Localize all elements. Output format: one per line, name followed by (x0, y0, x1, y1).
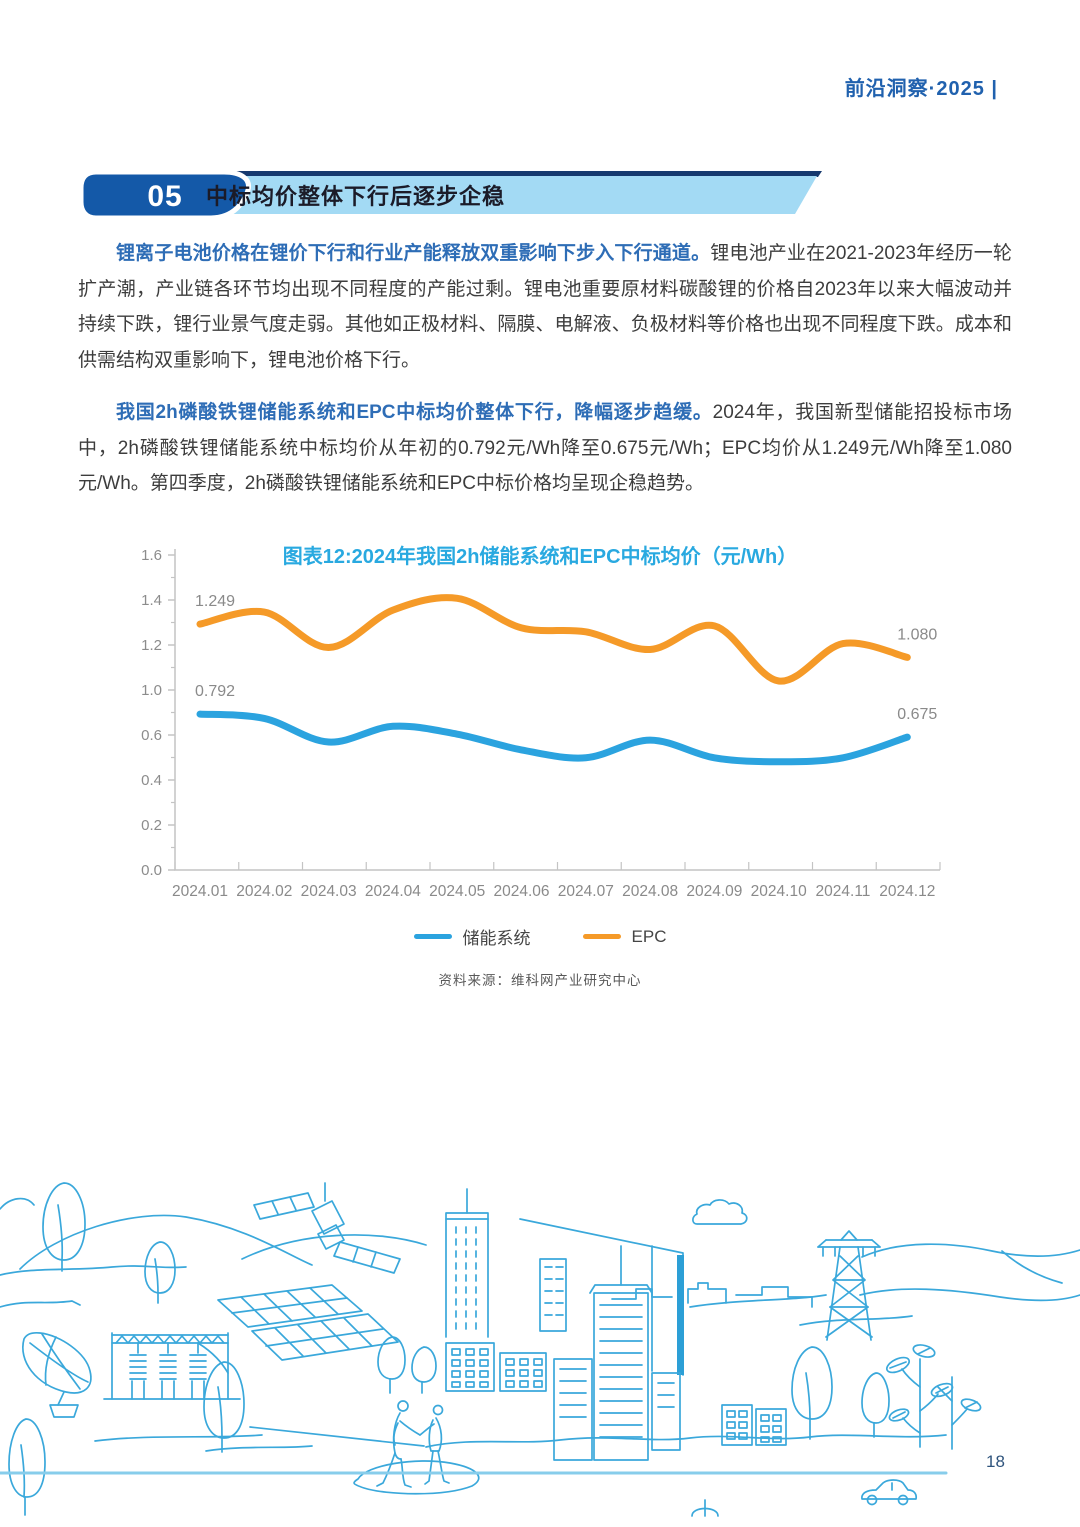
y-tick-label: 0.2 (141, 817, 162, 834)
x-tick-label: 2024.06 (493, 883, 549, 900)
paragraph-body: 锂电池产业在2021-2023年经历一轮扩产潮，产业链各环节均出现不同程度的产能… (78, 243, 1012, 372)
paragraph: 锂离子电池价格在锂价下行和行业产能释放双重影响下步入下行通道。锂电池产业在202… (78, 236, 1012, 379)
x-tick-label: 2024.05 (429, 883, 485, 900)
tree (144, 1241, 176, 1304)
people (353, 1400, 480, 1495)
series-line-EPC (196, 594, 911, 685)
data-label-first: 1.249 (195, 593, 235, 610)
legend-label: 储能系统 (462, 929, 531, 948)
city-energy-illustration (0, 1182, 1080, 1517)
page-number: 18 (986, 1452, 1005, 1471)
legend-label: EPC (631, 926, 667, 946)
chart-block: 图表12:2024年我国2h储能系统和EPC中标均价（元/Wh） 1.6 1.4 1… (80, 528, 1000, 989)
satellite (253, 1182, 401, 1274)
x-tick-label: 2024.12 (879, 883, 935, 900)
x-tick-label: 2024.10 (751, 883, 807, 900)
banner-top-stripe (228, 171, 822, 177)
legend-swatch (413, 934, 452, 939)
tree (42, 1182, 86, 1272)
y-tick-label: 0.0 (141, 862, 162, 879)
car-icon (861, 1479, 918, 1506)
hills-right (859, 1243, 1080, 1302)
solar-panels (217, 1284, 399, 1361)
y-tick-label: 0.4 (141, 772, 162, 789)
document-header: 前沿洞察·2025 | (844, 78, 998, 100)
chart-source: 资料来源：维科网产业研究中心 (438, 973, 642, 988)
houses (721, 1404, 787, 1446)
line-chart: 1.6 1.4 1.2 1.0 0.6 0.4 0.2 0.0 2024.01 2024.02 20… (141, 547, 941, 900)
legend-item-EPC: EPC (582, 926, 667, 947)
y-tick-label: 1.0 (141, 682, 162, 699)
paragraph: 我国2h磷酸铁锂储能系统和EPC中标均价整体下行，降幅逐步趋缓。2024年，我国… (78, 395, 1012, 502)
legend-item-储能系统: 储能系统 (413, 924, 531, 949)
skyline (611, 1282, 813, 1308)
data-label-first: 0.792 (195, 683, 235, 700)
series-line-储能系统 (196, 710, 911, 766)
data-label-last: 0.675 (897, 706, 937, 723)
y-tick-label: 0.6 (141, 727, 162, 744)
y-tick-label: 1.6 (141, 547, 162, 564)
paragraph-body: 2024年，我国新型储能招投标市场中，2h磷酸铁锂储能系统中标均价从年初的0.7… (78, 401, 1012, 495)
section-number-badge (78, 169, 252, 221)
x-tick-label: 2024.11 (816, 883, 871, 900)
plants (885, 1344, 982, 1450)
data-label-last: 1.080 (897, 626, 937, 643)
banner-body (228, 176, 817, 214)
y-tick-label: 1.2 (141, 637, 162, 654)
section-banner: 05 中标均价整体下行后逐步企稳 (78, 169, 822, 221)
x-tick-label: 2024.01 (172, 883, 228, 900)
x-tick-label: 2024.07 (558, 883, 614, 900)
buildings-mid (445, 1188, 547, 1392)
buildings-right (519, 1218, 684, 1461)
x-tick-label: 2024.09 (686, 883, 742, 900)
section-title: 中标均价整体下行后逐步企稳 (206, 184, 505, 209)
tree (8, 1418, 46, 1516)
tree (203, 1361, 245, 1453)
tree (861, 1372, 890, 1438)
legend-swatch (582, 934, 621, 939)
x-tick-label: 2024.08 (622, 883, 678, 900)
hills-left (0, 1197, 427, 1308)
body-text: 锂离子电池价格在锂价下行和行业产能释放双重影响下步入下行通道。锂电池产业在202… (78, 236, 1012, 518)
chart-title: 图表12:2024年我国2h储能系统和EPC中标均价（元/Wh） (282, 546, 798, 568)
y-tick-label: 1.4 (141, 592, 162, 609)
x-tick-label: 2024.04 (365, 883, 421, 900)
tree (377, 1336, 406, 1394)
substation (103, 1332, 241, 1400)
tree (411, 1346, 437, 1394)
transmission-tower (817, 1230, 881, 1341)
chart-axes (174, 549, 940, 871)
dome-icon (691, 1499, 719, 1517)
cloud-icon (692, 1199, 748, 1225)
section-number: 05 (147, 180, 182, 213)
chart-legend: 储能系统 EPC (80, 924, 1000, 949)
satellite-dish (22, 1331, 92, 1418)
paragraph-lead: 我国2h磷酸铁锂储能系统和EPC中标均价整体下行，降幅逐步趋缓。 (116, 401, 713, 423)
x-tick-label: 2024.03 (301, 883, 357, 900)
tree (791, 1346, 833, 1440)
paragraph-lead: 锂离子电池价格在锂价下行和行业产能释放双重影响下步入下行通道。 (116, 243, 711, 264)
x-tick-label: 2024.02 (236, 883, 292, 900)
